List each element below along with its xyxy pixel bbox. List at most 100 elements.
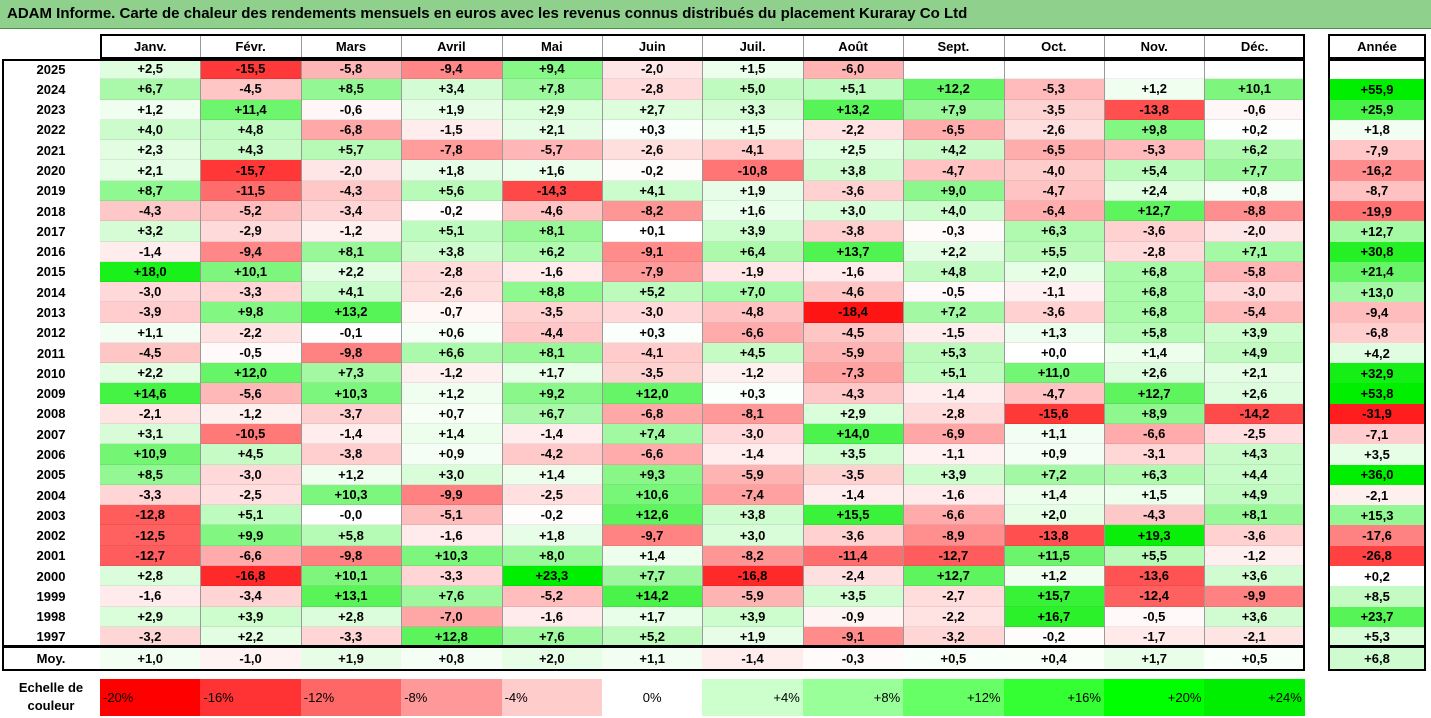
heatmap-cell: -8,2 xyxy=(602,200,703,222)
heatmap-cell: -3,2 xyxy=(903,626,1004,648)
heatmap-cell: -4,6 xyxy=(501,200,602,222)
heatmap-cell: -1,2 xyxy=(401,363,502,384)
color-scale-step: +20% xyxy=(1104,679,1205,716)
heatmap-cell: +1,4 xyxy=(1003,484,1104,506)
heatmap-cell: +5,2 xyxy=(602,626,703,648)
row-year-label: 2000 xyxy=(36,568,66,584)
heatmap-cell: +13,1 xyxy=(300,586,402,607)
column-divider xyxy=(200,34,201,648)
heatmap-cell: -3,9 xyxy=(100,302,201,323)
heatmap-cell: -8,2 xyxy=(702,545,803,566)
heatmap-cell: -1,5 xyxy=(401,119,502,141)
heatmap-cell: -15,7 xyxy=(200,160,301,181)
heatmap-cell: +4,4 xyxy=(1204,464,1305,485)
heatmap-cell: +13,2 xyxy=(300,302,402,323)
heatmap-cell: +7,2 xyxy=(903,302,1004,323)
heatmap-cell: +2,2 xyxy=(200,626,301,648)
heatmap-cell: +10,3 xyxy=(300,484,402,506)
heatmap-cell: -4,5 xyxy=(802,322,904,343)
heatmap-cell: -12,4 xyxy=(1104,586,1205,607)
heatmap-cell xyxy=(1104,59,1205,80)
heatmap-cell: +8,1 xyxy=(300,241,402,262)
annual-cell: +12,7 xyxy=(1328,221,1426,242)
heatmap-cell: +0,7 xyxy=(401,403,502,425)
heatmap-cell: -6,6 xyxy=(602,444,703,465)
heatmap-cell: -9,4 xyxy=(200,241,301,262)
heatmap-cell: +8,0 xyxy=(501,545,602,566)
heatmap-cell: +14,0 xyxy=(802,424,904,445)
heatmap-cell: +3,6 xyxy=(1204,566,1305,587)
column-divider xyxy=(502,34,503,648)
heatmap-cell: +7,1 xyxy=(1204,241,1305,262)
heatmap-cell: -4,4 xyxy=(501,322,602,343)
heatmap-cell: -13,8 xyxy=(1104,99,1205,120)
heatmap-cell: +2,5 xyxy=(100,59,201,80)
average-cell: +1,9 xyxy=(300,646,402,670)
heatmap-cell: +6,2 xyxy=(501,241,602,262)
heatmap-cell: -2,1 xyxy=(100,403,201,425)
heatmap-cell: +0,8 xyxy=(1204,180,1305,201)
heatmap-cell: +5,7 xyxy=(300,140,402,161)
heatmap-cell: +4,8 xyxy=(903,261,1004,283)
row-year-label: 2024 xyxy=(36,81,66,97)
heatmap-cell: +0,0 xyxy=(1003,342,1104,364)
heatmap-cell: -5,6 xyxy=(200,383,301,404)
heatmap-cell: -12,5 xyxy=(100,525,201,546)
heatmap-cell: -1,6 xyxy=(501,261,602,283)
heatmap-cell: -5,8 xyxy=(1204,261,1305,283)
annual-cell: +53,8 xyxy=(1328,383,1426,404)
heatmap-cell: +1,2 xyxy=(1104,79,1205,100)
heatmap-cell: +6,3 xyxy=(1003,221,1104,242)
heatmap-cell: +1,4 xyxy=(602,545,703,566)
column-divider xyxy=(702,34,703,648)
heatmap-cell: +8,1 xyxy=(501,221,602,242)
row-year-label: 2003 xyxy=(36,507,66,523)
average-cell: +2,0 xyxy=(501,646,602,670)
heatmap-cell: -8,8 xyxy=(1204,200,1305,222)
heatmap-cell: -2,4 xyxy=(802,566,904,587)
heatmap-cell: -1,2 xyxy=(300,221,402,242)
heatmap-cell: +1,6 xyxy=(702,200,803,222)
heatmap-cell: +2,9 xyxy=(802,403,904,425)
annual-cell: -16,2 xyxy=(1328,160,1426,181)
heatmap-cell: -4,1 xyxy=(702,140,803,161)
heatmap-cell: +8,1 xyxy=(1204,505,1305,526)
heatmap-cell: -5,9 xyxy=(802,342,904,364)
heatmap-cell: +1,2 xyxy=(100,99,201,120)
heatmap-cell: -6,9 xyxy=(903,424,1004,445)
heatmap-cell: -5,1 xyxy=(401,505,502,526)
heatmap-cell: -2,5 xyxy=(501,484,602,506)
heatmap-cell: -16,8 xyxy=(702,566,803,587)
heatmap-cell: -4,0 xyxy=(1003,160,1104,181)
heatmap-cell: +12,0 xyxy=(200,363,301,384)
heatmap-cell: -4,3 xyxy=(802,383,904,404)
heatmap-cell: -3,3 xyxy=(401,566,502,587)
heatmap-cell: -3,6 xyxy=(802,525,904,546)
heatmap-cell: +5,5 xyxy=(1003,241,1104,262)
heatmap-cell: -1,5 xyxy=(903,322,1004,343)
heatmap-cell: +0,3 xyxy=(602,322,703,343)
heatmap-cell: -11,4 xyxy=(802,545,904,566)
heatmap-cell: -6,8 xyxy=(300,119,402,141)
heatmap-cell: -3,4 xyxy=(300,200,402,222)
heatmap-cell: +1,1 xyxy=(1003,424,1104,445)
heatmap-cell: -2,8 xyxy=(401,261,502,283)
row-year-label: 2018 xyxy=(36,203,66,219)
heatmap-cell: -2,0 xyxy=(602,59,703,80)
column-divider xyxy=(401,34,402,648)
heatmap-cell: +1,2 xyxy=(401,383,502,404)
heatmap-cell: +4,2 xyxy=(903,140,1004,161)
heatmap-cell: -12,7 xyxy=(903,545,1004,566)
annual-cell: +0,2 xyxy=(1328,566,1426,587)
row-year-label: 2007 xyxy=(36,426,66,442)
heatmap-cell: +2,1 xyxy=(1204,363,1305,384)
heatmap-cell: -5,3 xyxy=(1104,140,1205,161)
row-year-label: 2020 xyxy=(36,163,66,179)
heatmap-cell: +0,9 xyxy=(401,444,502,465)
heatmap-cell xyxy=(1003,59,1104,80)
row-year-label: 2016 xyxy=(36,244,66,260)
color-scale-step: 0% xyxy=(602,679,703,716)
annual-cell: +13,0 xyxy=(1328,282,1426,303)
heatmap-cell: -4,5 xyxy=(100,342,201,364)
heatmap-cell: +8,1 xyxy=(501,342,602,364)
